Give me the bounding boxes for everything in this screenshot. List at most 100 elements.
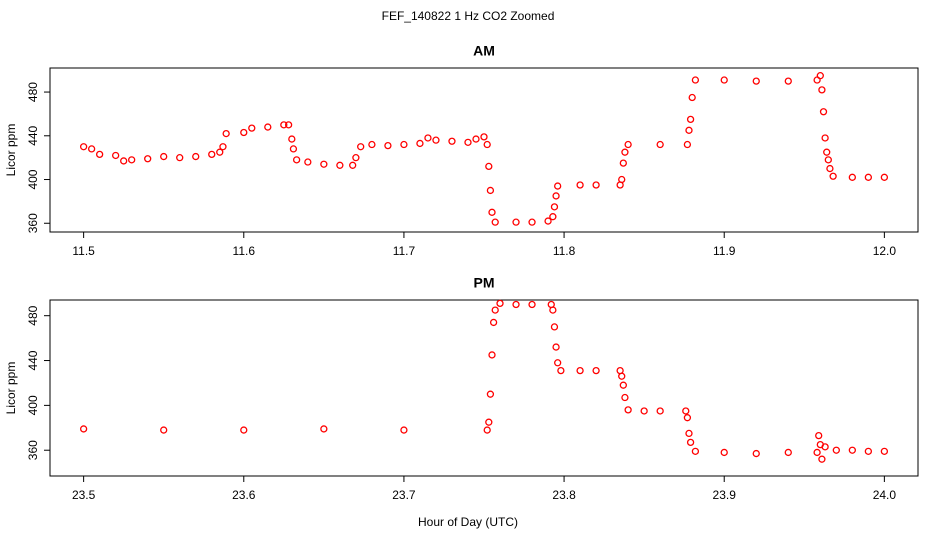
figure-title: FEF_140822 1 Hz CO2 Zoomed <box>382 9 555 23</box>
data-point <box>488 351 496 359</box>
data-point <box>208 150 216 159</box>
data-point <box>349 161 357 169</box>
data-point <box>592 366 600 375</box>
data-point <box>848 446 856 454</box>
data-point <box>592 181 600 189</box>
data-point <box>691 76 700 84</box>
x-tick-label: 23.6 <box>232 488 256 502</box>
data-point <box>416 139 424 148</box>
data-point <box>656 140 664 149</box>
data-point <box>549 213 557 221</box>
data-point <box>685 429 693 438</box>
data-point <box>683 414 692 422</box>
data-point <box>432 136 440 144</box>
data-point <box>576 181 584 189</box>
data-point <box>240 426 248 434</box>
data-point <box>400 140 408 149</box>
data-point <box>619 381 627 389</box>
y-tick-label: 360 <box>26 440 40 460</box>
data-point <box>832 446 840 454</box>
data-point <box>248 124 256 132</box>
data-point <box>368 140 376 149</box>
data-point <box>304 158 312 166</box>
data-point <box>483 140 491 149</box>
data-point <box>292 156 301 164</box>
data-point <box>320 160 328 168</box>
data-point <box>624 140 632 149</box>
data-point <box>485 418 493 426</box>
data-point <box>489 318 498 327</box>
data-point <box>288 135 296 143</box>
data-point <box>818 455 826 463</box>
data-point <box>618 175 626 184</box>
data-point <box>686 115 695 124</box>
data-point <box>816 72 824 80</box>
data-point <box>640 407 648 415</box>
data-point <box>79 143 88 151</box>
data-point <box>491 306 499 314</box>
data-point <box>222 129 230 138</box>
data-point <box>488 208 496 216</box>
x-tick-label: 11.7 <box>393 244 416 258</box>
x-tick-label: 11.9 <box>713 244 736 258</box>
data-point <box>320 425 328 433</box>
x-tick-label: 23.7 <box>392 488 416 502</box>
panel-title: AM <box>473 43 495 59</box>
data-point <box>280 121 288 129</box>
x-tick-label: 23.8 <box>552 488 576 502</box>
data-point <box>486 390 495 398</box>
data-point <box>424 134 432 142</box>
data-point <box>621 148 629 156</box>
data-point <box>784 448 792 457</box>
data-point <box>216 148 224 156</box>
data-point <box>880 447 889 455</box>
data-point <box>554 359 562 367</box>
data-point <box>784 77 792 85</box>
data-point <box>549 306 557 314</box>
data-point <box>848 173 856 181</box>
data-point <box>176 154 184 162</box>
y-axis-label: Licor ppm <box>4 124 18 177</box>
data-point <box>752 77 760 85</box>
data-point <box>819 108 828 116</box>
data-point <box>554 182 562 190</box>
x-tick-label: 24.0 <box>873 488 897 502</box>
data-point <box>486 186 495 195</box>
data-point <box>400 426 408 434</box>
data-point <box>240 128 248 137</box>
data-point <box>284 121 293 129</box>
data-point <box>219 143 227 151</box>
data-point <box>823 148 831 156</box>
data-point <box>512 218 520 226</box>
data-point <box>336 161 344 169</box>
data-point <box>557 366 565 375</box>
x-tick-label: 11.8 <box>553 244 576 258</box>
data-point <box>496 299 504 308</box>
data-point <box>79 425 88 433</box>
data-point <box>528 300 536 309</box>
data-point <box>815 431 823 440</box>
x-tick-label: 12.0 <box>873 244 897 258</box>
data-point <box>512 300 520 309</box>
y-tick-label: 360 <box>26 213 40 233</box>
data-point <box>112 151 120 160</box>
data-point <box>685 126 693 134</box>
data-point <box>448 137 456 145</box>
data-point <box>550 323 559 331</box>
data-point <box>528 218 536 226</box>
data-point <box>818 86 826 94</box>
data-point <box>352 154 360 162</box>
plot-frame <box>49 67 919 233</box>
data-point <box>688 93 696 102</box>
x-tick-label: 11.5 <box>72 244 95 258</box>
data-point <box>544 217 552 225</box>
data-point <box>483 426 491 434</box>
data-point <box>289 145 298 153</box>
plot-frame <box>49 299 919 477</box>
y-tick-label: 480 <box>26 305 40 325</box>
data-point <box>491 218 499 226</box>
data-point <box>826 164 834 173</box>
data-point <box>160 152 168 161</box>
data-point <box>552 192 560 200</box>
